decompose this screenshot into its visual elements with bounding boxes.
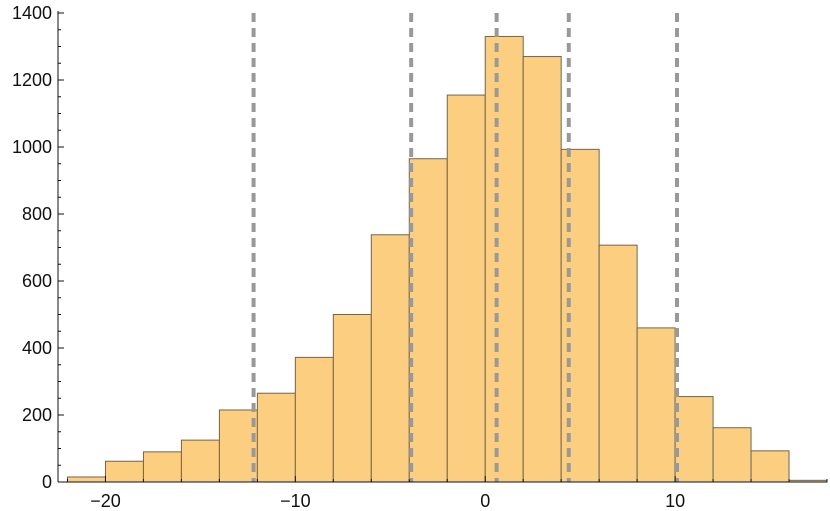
histogram-bar	[256, 392, 296, 483]
axes-layer: 0 200 400 600 800 1000 1200 1400 −20 −10 0 10	[12, 3, 828, 511]
histogram-bar	[674, 396, 714, 483]
x-tick-label: 0	[480, 491, 490, 511]
y-tick-label: 0	[42, 472, 52, 492]
histogram-bar	[332, 314, 372, 483]
y-tick-label: 800	[22, 204, 52, 224]
histogram-bar	[370, 234, 410, 483]
y-tick-label: 1000	[12, 137, 52, 157]
x-tick-label: 10	[665, 491, 685, 511]
bars-layer	[66, 35, 828, 483]
y-tick-label: 1200	[12, 70, 52, 90]
histogram-bar	[750, 450, 790, 483]
histogram-bar	[104, 460, 144, 483]
x-tick-label: −10	[280, 491, 311, 511]
y-tick-label: 400	[22, 338, 52, 358]
y-tick-label: 600	[22, 271, 52, 291]
histogram-bar	[294, 356, 334, 483]
histogram-bar	[636, 327, 676, 483]
histogram-bar	[446, 94, 486, 483]
histogram-bar	[598, 244, 638, 483]
reference-lines-layer	[251, 13, 679, 482]
histogram-bar	[484, 35, 524, 483]
y-tick-label: 200	[22, 405, 52, 425]
y-tick-label: 1400	[12, 3, 52, 23]
x-tick-label: −20	[90, 491, 121, 511]
histogram-bar	[66, 476, 106, 483]
histogram-bar	[142, 451, 182, 483]
histogram-bar	[180, 439, 220, 483]
histogram-bar	[218, 409, 258, 483]
histogram-bar	[522, 56, 562, 483]
histogram-bar	[712, 427, 752, 483]
histogram-bar	[408, 158, 448, 483]
